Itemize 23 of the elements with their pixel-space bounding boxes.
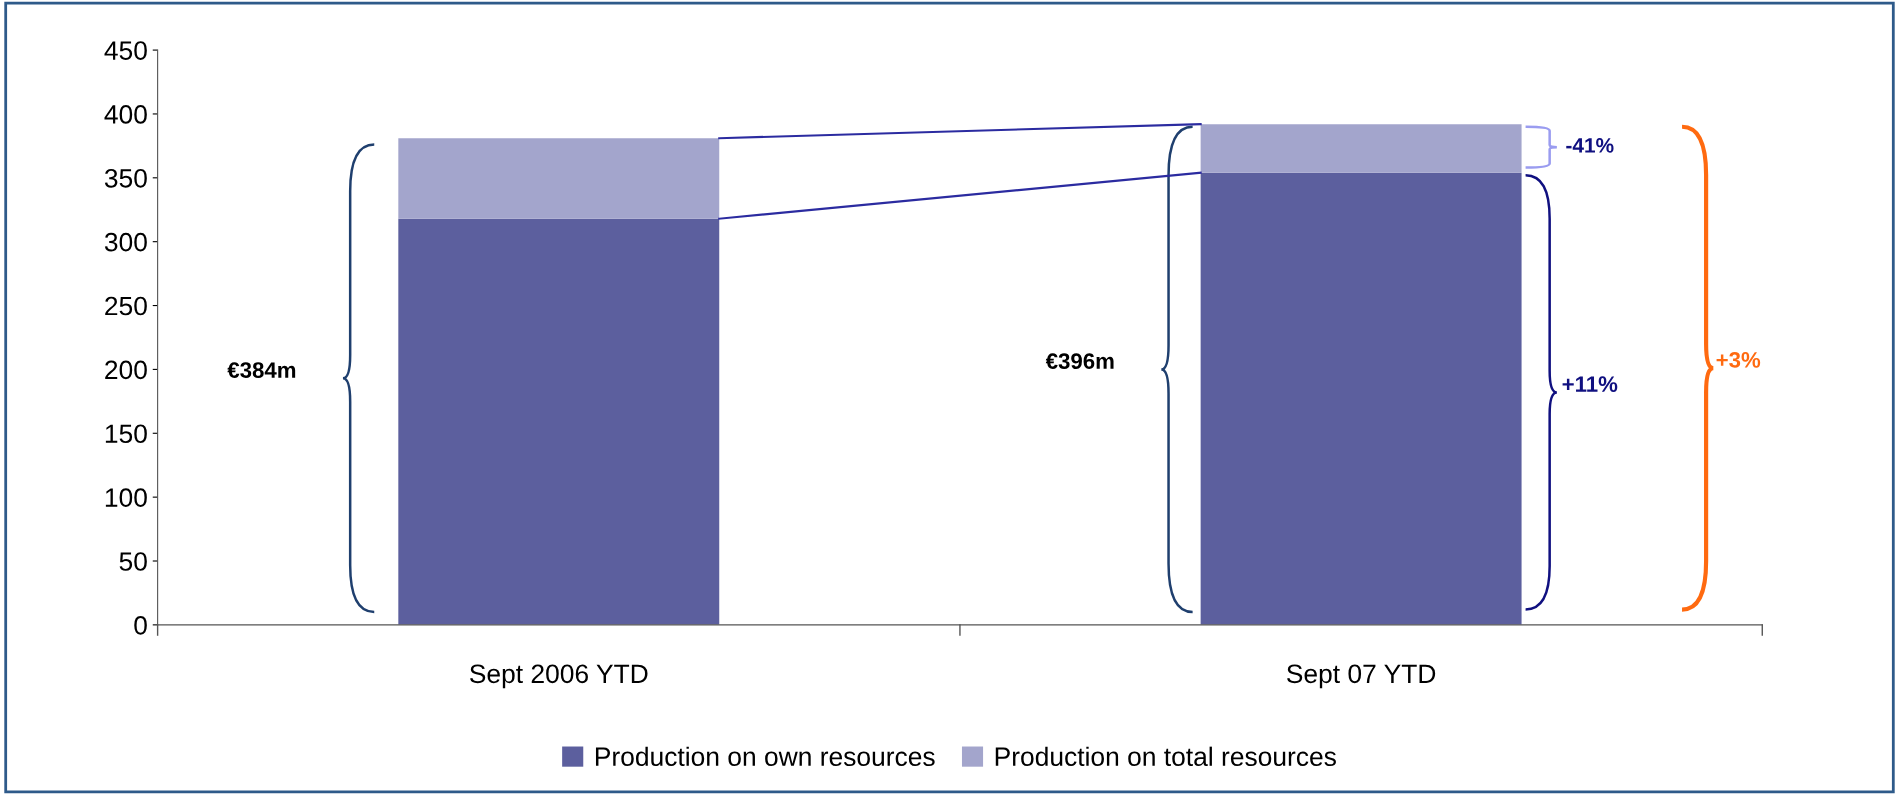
annotation: -41%	[1566, 138, 1614, 153]
bar	[1200, 124, 1522, 173]
y-tick-label: 250	[105, 296, 147, 316]
y-tick-label: 350	[104, 168, 147, 188]
y-tick-label: 200	[105, 360, 147, 380]
y-tick-label: 300	[104, 232, 147, 252]
annotation: +11%	[1562, 376, 1618, 392]
y-tick-label: 100	[105, 488, 147, 507]
bar	[1200, 172, 1522, 625]
annotation: €384m	[227, 362, 296, 378]
bar	[398, 138, 720, 219]
annotation: +3%	[1716, 351, 1761, 368]
y-tick-label: 150	[105, 424, 147, 444]
y-tick-label: 50	[119, 552, 147, 571]
y-tick-label: 400	[104, 105, 147, 124]
legend-label: Production on own resources	[595, 746, 935, 767]
annotation: €396m	[1045, 353, 1114, 370]
bar	[398, 218, 720, 625]
x-tick-label: Sept 07 YTD	[1287, 664, 1436, 689]
legend-label: Production on total resources	[995, 746, 1336, 767]
y-tick-label: 0	[134, 616, 147, 635]
x-tick-label: Sept 2006 YTD	[470, 664, 648, 689]
y-tick-label: 450	[104, 41, 147, 60]
